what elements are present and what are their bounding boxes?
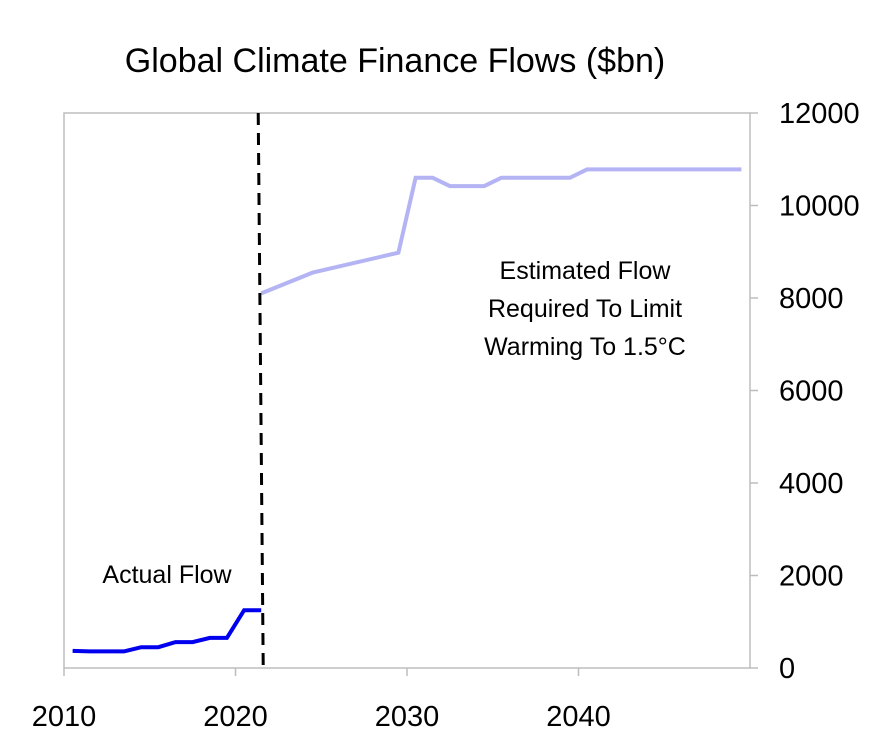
x-tick-label-2: 2030 bbox=[375, 701, 440, 733]
y-tick-label-2: 4000 bbox=[779, 468, 844, 500]
chart-title: Global Climate Finance Flows ($bn) bbox=[124, 42, 666, 80]
annotation-estimated-line-0: Estimated Flow bbox=[500, 257, 672, 285]
x-tick-label-1: 2020 bbox=[203, 701, 268, 733]
x-tick-label-0: 2010 bbox=[32, 701, 97, 733]
annotation-actual-line-0: Actual Flow bbox=[102, 561, 232, 589]
y-tick-label-4: 8000 bbox=[779, 283, 844, 315]
divider-line bbox=[256, 112, 265, 669]
annotation-estimated-line-2: Warming To 1.5°C bbox=[484, 333, 686, 361]
y-tick-label-5: 10000 bbox=[779, 191, 860, 223]
x-tick-label-3: 2040 bbox=[546, 701, 611, 733]
annotation-estimated-line-1: Required To Limit bbox=[488, 295, 682, 323]
series-line-0 bbox=[72, 608, 262, 654]
y-tick-label-0: 0 bbox=[779, 653, 795, 685]
series-line-1 bbox=[260, 167, 742, 296]
y-tick-label-1: 2000 bbox=[779, 561, 844, 593]
y-tick-label-3: 6000 bbox=[779, 376, 844, 408]
y-tick-label-6: 12000 bbox=[779, 98, 860, 130]
